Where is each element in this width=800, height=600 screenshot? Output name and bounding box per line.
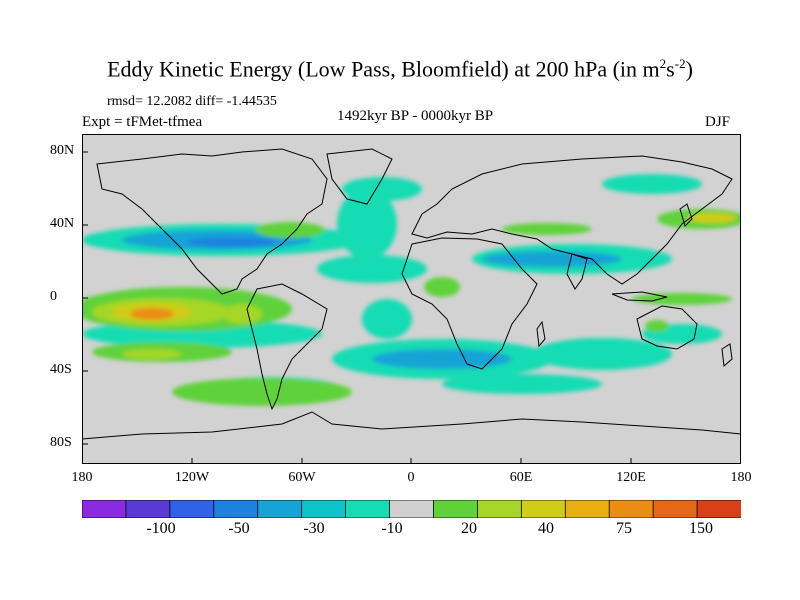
- contour-australia-pos: [645, 320, 669, 332]
- colorbar-segment: [608, 500, 655, 518]
- colorbar-label: -100: [146, 520, 176, 537]
- coastlines: [82, 148, 741, 440]
- x-tick-label: 60W: [288, 470, 316, 485]
- colorbar-label: -50: [228, 520, 250, 537]
- contour-west-pacific-ne: [602, 174, 702, 194]
- colorbar-label: 75: [616, 520, 632, 537]
- coast-australia: [636, 305, 698, 350]
- x-tick-label: 0: [407, 470, 415, 485]
- colorbar: [82, 500, 741, 518]
- colorbar-segment: [125, 500, 171, 518]
- colorbar-segment: [169, 500, 215, 518]
- contour-south-pacific-pos-2: [122, 349, 182, 359]
- colorbar-segment: [301, 500, 347, 518]
- colorbar-segment: [696, 500, 741, 518]
- coast-eurasia: [411, 155, 733, 285]
- colorbar-segment: [564, 500, 611, 518]
- coast-africa: [401, 237, 538, 370]
- colorbar-segment: [213, 500, 259, 518]
- x-tick-label: 120W: [174, 470, 210, 485]
- period-label: 1492kyr BP - 0000kyr BP: [336, 108, 494, 124]
- experiment-label: Expt = tFMet-tfmea: [82, 114, 203, 130]
- contour-indian-south: [442, 374, 602, 394]
- colorbar-segment: [652, 500, 698, 518]
- coast-japan: [679, 203, 693, 227]
- contour-arabia-pos: [502, 223, 592, 235]
- contour-tropical-pacific-peak: [130, 308, 174, 320]
- coast-india: [566, 253, 588, 290]
- colorbar-label: 150: [689, 520, 713, 537]
- map-ticks: [82, 151, 632, 464]
- plot-title: Eddy Kinetic Energy (Low Pass, Bloomfiel…: [0, 56, 800, 82]
- colorbar-segment: [520, 500, 567, 518]
- x-tick-label: 120E: [616, 470, 646, 485]
- colorbar-label: 40: [538, 520, 554, 537]
- title-unit-s: s: [666, 56, 675, 82]
- x-tick-label: 60E: [509, 470, 533, 485]
- y-tick-label: 40S: [50, 362, 72, 377]
- colorbar-label: 20: [461, 520, 477, 537]
- contour-sahara: [317, 255, 427, 283]
- coast-new-zealand: [721, 343, 733, 368]
- title-superscript-1: 2: [659, 56, 667, 71]
- y-tick-label: 80S: [50, 435, 72, 450]
- coast-north-america: [96, 148, 328, 295]
- y-tick-label: 0: [50, 289, 57, 304]
- season-label: DJF: [705, 114, 731, 130]
- colorbar-segment: [345, 500, 391, 518]
- title-close: ): [685, 56, 693, 82]
- contour-tropical-atlantic: [362, 299, 412, 339]
- y-tick-label: 40N: [50, 216, 75, 231]
- colorbar-label: -10: [381, 520, 403, 537]
- title-text: Eddy Kinetic Energy (Low Pass, Bloomfiel…: [107, 56, 660, 82]
- coast-antarctica: [82, 411, 741, 440]
- colorbar-segment: [82, 500, 127, 518]
- contour-east-asia-peak: [687, 213, 737, 223]
- colorbar-segment: [433, 500, 479, 518]
- contour-south-atlantic-inner: [372, 349, 512, 369]
- stats-text: rmsd= 12.2082 diff= -1.44535: [107, 94, 277, 109]
- contour-asia-band: [482, 251, 622, 267]
- contour-pacific-core: [187, 237, 277, 247]
- contour-maritime-pos: [632, 293, 732, 305]
- x-tick-label: 180: [71, 470, 93, 485]
- contour-antarctic-pos: [172, 378, 352, 406]
- contour-north-atlantic-pos: [255, 222, 325, 238]
- contour-atlantic-band: [337, 189, 397, 259]
- coast-madagascar: [536, 320, 546, 348]
- contour-africa-pos: [424, 277, 460, 297]
- y-tick-label: 80N: [50, 143, 75, 158]
- colorbar-segment: [476, 500, 523, 518]
- contour-indian-ocean: [532, 338, 672, 370]
- contour-central-america-pos: [222, 304, 262, 324]
- coast-indonesia: [611, 291, 668, 302]
- title-superscript-2: -2: [674, 56, 686, 71]
- coast-south-america: [246, 283, 328, 411]
- anomaly-contours: [82, 174, 741, 406]
- coast-greenland: [326, 148, 393, 205]
- map-plot: [82, 134, 741, 464]
- colorbar-segment: [257, 500, 303, 518]
- colorbar-label: -30: [303, 520, 325, 537]
- x-tick-label: 180: [730, 470, 752, 485]
- colorbar-segment: [389, 500, 435, 518]
